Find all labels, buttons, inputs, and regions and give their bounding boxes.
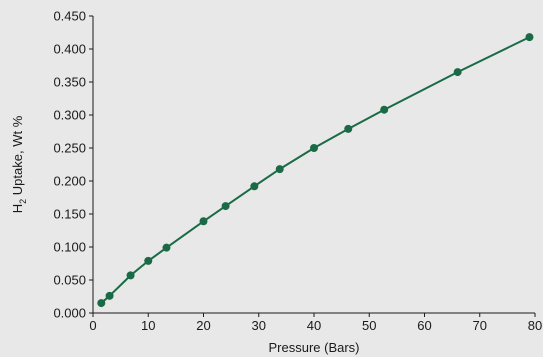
data-point	[105, 291, 114, 300]
y-tick-label: 0.250	[53, 141, 86, 156]
data-point	[144, 256, 153, 265]
series-line	[100, 36, 530, 304]
y-tick-label: 0.200	[53, 174, 86, 189]
y-axis-ticks: 0.000 0.050 0.100 0.150 0.200 0.250 0.300 0.350…	[53, 9, 93, 321]
x-axis-ticks: 0 10 20 30 40 50 60 70 80	[89, 313, 542, 333]
y-tick-label: 0.450	[53, 9, 86, 24]
y-tick-label: 0.350	[53, 75, 86, 90]
data-point	[250, 182, 259, 191]
data-point	[199, 217, 208, 226]
data-point	[525, 33, 534, 42]
data-point	[126, 271, 135, 280]
x-tick-label: 60	[417, 318, 431, 333]
y-tick-label: 0.050	[53, 273, 86, 288]
series-layer	[97, 33, 534, 308]
x-tick-label: 20	[196, 318, 210, 333]
y-tick-label: 0.000	[53, 306, 86, 321]
data-point	[275, 165, 284, 174]
x-tick-label: 30	[252, 318, 266, 333]
data-point	[380, 105, 389, 114]
y-tick-label: 0.100	[53, 240, 86, 255]
x-axis-title: Pressure (Bars)	[268, 340, 359, 355]
x-tick-label: 0	[89, 318, 96, 333]
y-axis-title: H2 Uptake, Wt %	[10, 115, 28, 213]
x-tick-label: 10	[141, 318, 155, 333]
x-tick-label: 40	[307, 318, 321, 333]
x-tick-label: 70	[473, 318, 487, 333]
data-point	[310, 144, 318, 152]
data-point	[453, 68, 462, 77]
data-point	[344, 124, 353, 133]
x-tick-label: 80	[528, 318, 542, 333]
y-tick-label: 0.300	[53, 108, 86, 123]
y-tick-label: 0.400	[53, 42, 86, 57]
y-tick-label: 0.150	[53, 207, 86, 222]
y-axis-title-subscript: 2	[18, 199, 28, 204]
y-axis-title-rest: Uptake, Wt %	[10, 115, 25, 199]
data-point	[97, 299, 106, 308]
data-point	[162, 243, 171, 252]
data-point	[221, 202, 230, 211]
x-tick-label: 50	[362, 318, 376, 333]
y-axis-title-main: H	[10, 204, 25, 213]
